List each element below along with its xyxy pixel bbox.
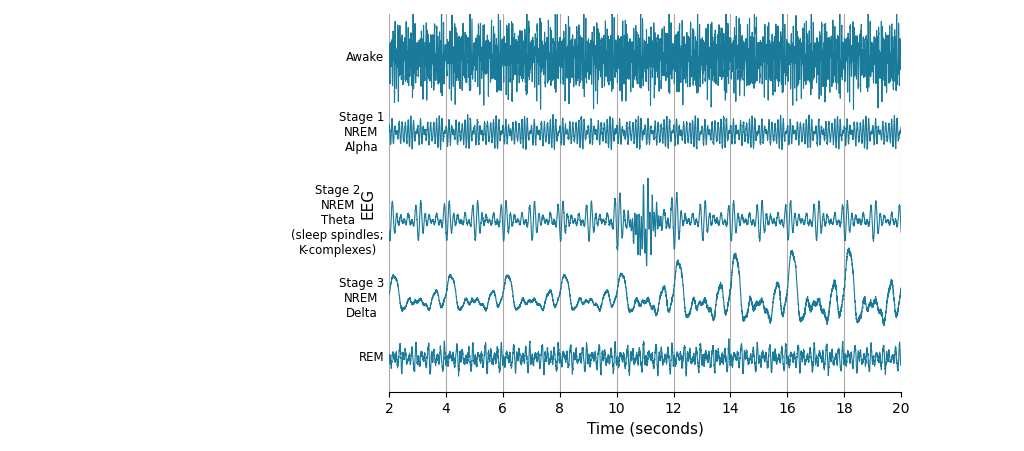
Text: Awake: Awake	[346, 51, 384, 64]
Text: Stage 3
NREM
Delta: Stage 3 NREM Delta	[339, 277, 384, 320]
Text: Stage 2
NREM
Theta
(sleep spindles;
K-complexes): Stage 2 NREM Theta (sleep spindles; K-co…	[292, 184, 384, 257]
Text: REM: REM	[358, 351, 384, 364]
Text: Stage 1
NREM
Alpha: Stage 1 NREM Alpha	[339, 111, 384, 154]
Y-axis label: EEG: EEG	[360, 187, 375, 219]
X-axis label: Time (seconds): Time (seconds)	[587, 422, 703, 437]
